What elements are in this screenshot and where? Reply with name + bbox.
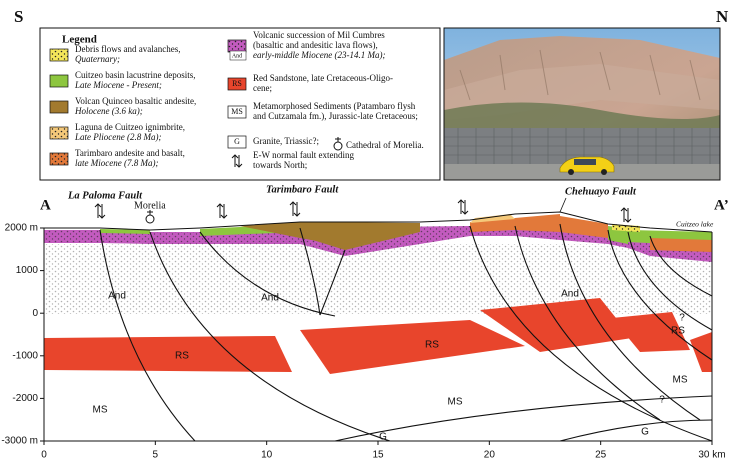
legend-swatch (227, 105, 247, 119)
legend-text: early-middle Miocene (23-14.1 Ma); (253, 50, 385, 60)
unit-label: G (641, 427, 649, 438)
legend-text: Laguna de Cuitzeo ignimbrite, (75, 122, 185, 132)
unit-label: MS (93, 405, 108, 416)
legend-text: Volcan Quinceo basaltic andesite, (75, 96, 196, 106)
legend-text: late Miocene (7.8 Ma); (75, 158, 158, 168)
legend-symbol: G (234, 137, 240, 146)
unit-label: ? (659, 395, 665, 406)
x-tick-label: 15 (372, 450, 384, 461)
legend-swatch (49, 74, 69, 88)
y-tick-label: 1000 (16, 265, 39, 276)
legend-text: towards North; (253, 160, 307, 170)
legend-symbol-box (229, 50, 247, 61)
legend-symbol: And (232, 53, 242, 59)
legend-swatch-dots (50, 127, 68, 139)
fault-label: Chehuayo Fault (565, 186, 637, 197)
unit-label: G (379, 432, 387, 443)
unit-label: RS (425, 340, 439, 351)
legend-text: cene; (253, 83, 272, 93)
legend-swatch (227, 77, 247, 91)
legend-text: Volcanic succession of Mil Cumbres (253, 30, 385, 40)
legend: Debris flows and avalanches,Quaternary; C… (49, 30, 424, 170)
south-label: S (14, 7, 23, 26)
unit-label: MS (448, 397, 463, 408)
y-tick-label: -2000 (12, 393, 38, 404)
unit-label: RS (671, 326, 685, 337)
legend-text: Debris flows and avalanches, (75, 44, 180, 54)
legend-swatch (49, 100, 69, 114)
legend-text: Cathedral of Morelia. (346, 140, 424, 150)
x-tick-label: 30 km (698, 450, 725, 461)
x-tick-label: 0 (41, 450, 47, 461)
legend-swatch-dots (50, 49, 68, 61)
legend-text: Late Pliocene (2.8 Ma); (74, 132, 161, 142)
legend-symbol: RS (232, 79, 242, 88)
legend-text: Granite, Triassic?; (253, 136, 319, 146)
legend-text: Cuitzeo basin lacustrine deposits, (75, 70, 195, 80)
x-tick-label: 10 (261, 450, 273, 461)
legend-text: Tarimbaro andesite and basalt, (75, 148, 185, 158)
legend-swatch-dots (228, 40, 246, 52)
legend-swatch-dots (50, 153, 68, 165)
legend-text: Quaternary; (75, 54, 120, 64)
fault-label: Tarimbaro Fault (266, 184, 339, 195)
legend-text: and Cutzamala fm.), Jurassic-late Cretac… (253, 111, 418, 121)
y-tick-label: -3000 m (1, 436, 38, 447)
unit-label: MS (673, 375, 688, 386)
unit-label: And (108, 291, 126, 302)
legend-fault-symbol (231, 154, 243, 168)
cross-section: And And And RS RS RS MS MS MS G G?? (44, 197, 713, 443)
photo (443, 27, 721, 181)
legend-title: Legend (62, 34, 97, 46)
unit-label: And (561, 289, 579, 300)
unit-label: RS (175, 351, 189, 362)
section-end: A’ (714, 197, 729, 213)
x-tick-label: 25 (595, 450, 607, 461)
unit-label: And (261, 293, 279, 304)
x-tick-label: 5 (153, 450, 159, 461)
lake-label: Cuitzeo lake (676, 220, 714, 229)
section-start: A (40, 197, 51, 213)
y-tick-label: 2000 m (5, 223, 38, 234)
legend-swatch (227, 135, 247, 149)
unit-label: ? (679, 313, 685, 324)
y-tick-label: 0 (32, 308, 38, 319)
town-label: Morelia (134, 200, 166, 211)
legend-text: Holocene (3.6 ka); (74, 106, 143, 116)
x-tick-label: 20 (484, 450, 496, 461)
legend-text: (basaltic and andesitic lava flows), (253, 40, 378, 50)
fault-label: La Paloma Fault (67, 190, 143, 201)
legend-cathedral-cross (335, 137, 341, 142)
legend-text: Late Miocene - Present; (74, 80, 162, 90)
fault-symbols (94, 199, 632, 223)
north-label: N (716, 7, 729, 26)
legend-symbol: MS (231, 107, 243, 116)
legend-text: Red Sandstone, late Cretaceous-Oligo- (253, 73, 393, 83)
legend-cathedral-symbol (333, 141, 343, 151)
y-tick-label: -1000 (12, 350, 38, 361)
legend-text: E-W normal fault extending (253, 150, 355, 160)
legend-text: Metamorphosed Sediments (Patambaro flysh (253, 101, 416, 111)
